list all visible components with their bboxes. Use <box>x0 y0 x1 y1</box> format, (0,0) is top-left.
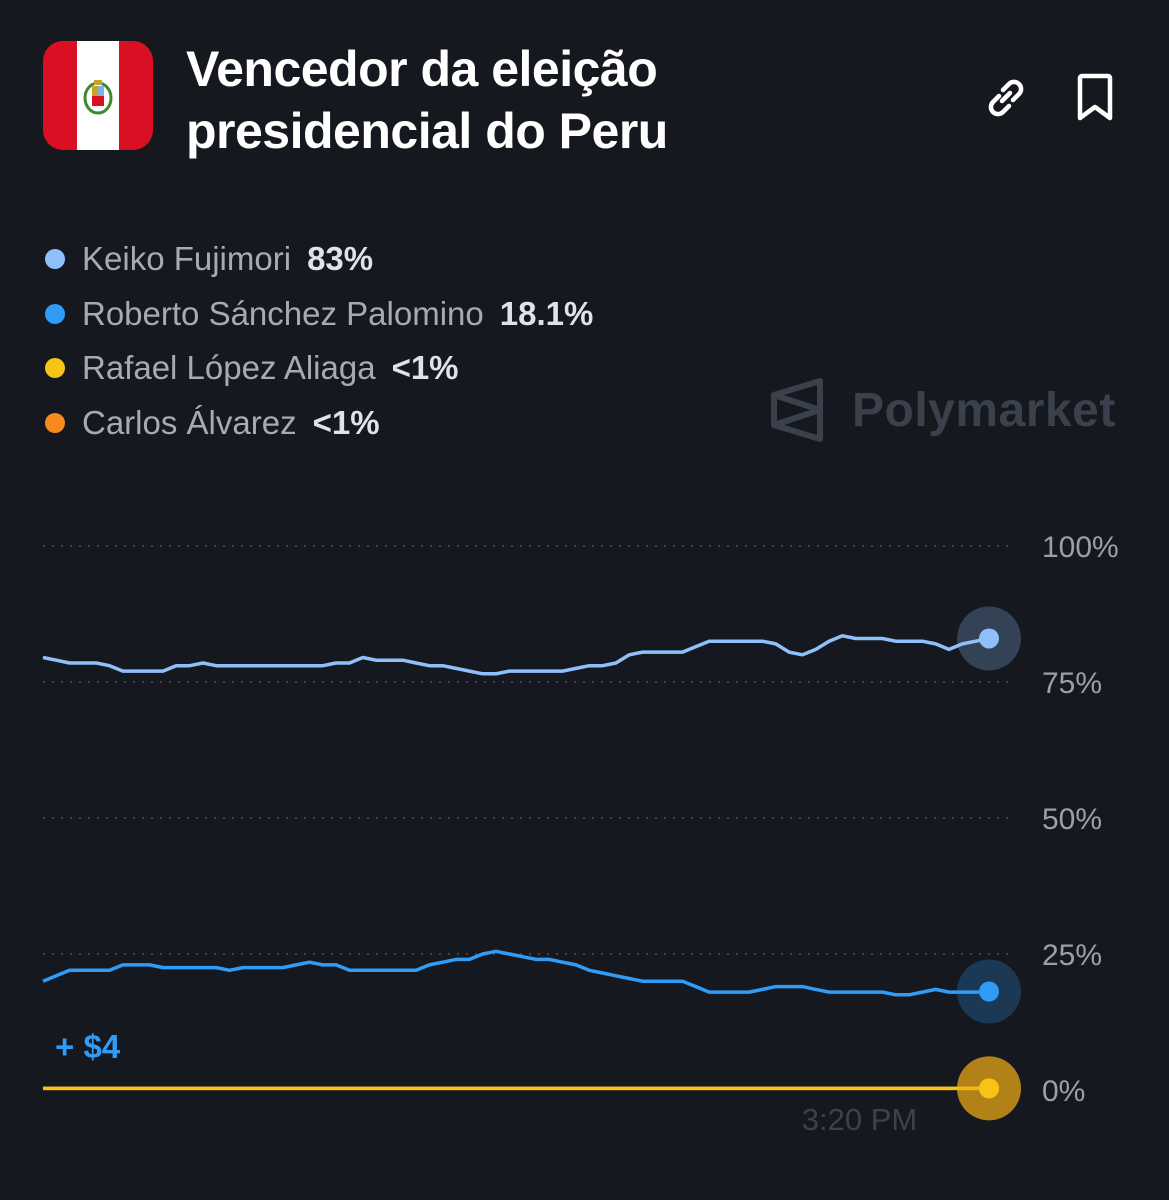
legend-value: <1% <box>391 349 459 387</box>
grid-lines <box>43 545 1015 955</box>
legend-item-fujimori[interactable]: Keiko Fujimori 83% <box>43 232 593 287</box>
legend-name: Keiko Fujimori <box>82 240 292 278</box>
x-axis-time-label: 3:20 PM <box>802 1102 917 1137</box>
legend-value: <1% <box>312 403 380 441</box>
legend-dot <box>45 249 65 270</box>
y-tick-label: 100% <box>1042 531 1119 564</box>
legend-dot <box>45 358 65 379</box>
series-line-1 <box>42 949 990 997</box>
legend-item-lopez-aliaga[interactable]: Rafael López Aliaga <1% <box>43 341 593 396</box>
legend-item-alvarez[interactable]: Carlos Álvarez <1% <box>43 396 593 451</box>
end-marker-dot-1 <box>979 981 999 1002</box>
legend-value: 83% <box>307 240 374 278</box>
page-title: Vencedor da eleição presidencial do Peru <box>186 38 806 162</box>
y-tick-label: 50% <box>1042 803 1102 836</box>
annotation-label: + $4 <box>55 1028 121 1065</box>
y-tick-label: 0% <box>1042 1075 1085 1108</box>
y-axis-ticks: 100% 75% 50% 25% 0% <box>1042 531 1119 1108</box>
end-marker-dot-0 <box>979 628 999 649</box>
y-tick-label: 25% <box>1042 939 1102 972</box>
bookmark-icon <box>1077 73 1113 121</box>
legend-name: Roberto Sánchez Palomino <box>82 294 484 332</box>
polymarket-logo-icon <box>771 378 823 442</box>
polymarket-watermark: Polymarket <box>770 377 1116 443</box>
series-line-0 <box>42 634 990 676</box>
end-marker-dot-2 <box>979 1078 999 1099</box>
legend-item-sanchez[interactable]: Roberto Sánchez Palomino 18.1% <box>43 287 593 342</box>
legend-value: 18.1% <box>499 294 594 332</box>
link-button[interactable] <box>978 70 1034 126</box>
watermark-text: Polymarket <box>852 383 1116 437</box>
legend-name: Carlos Álvarez <box>82 403 297 441</box>
title-line-2: presidencial do Peru <box>186 103 668 159</box>
peru-flag-icon <box>43 41 153 150</box>
legend-name: Rafael López Aliaga <box>82 349 376 387</box>
legend-dot <box>45 303 65 324</box>
end-markers <box>957 606 1021 1121</box>
legend-dot <box>45 412 65 433</box>
series-lines <box>42 634 990 1091</box>
link-icon <box>988 79 1024 117</box>
title-line-1: Vencedor da eleição <box>186 41 658 97</box>
y-tick-label: 75% <box>1042 667 1102 700</box>
coat-of-arms-icon <box>83 79 113 114</box>
chart-legend: Keiko Fujimori 83% Roberto Sánchez Palom… <box>43 232 593 450</box>
bookmark-button[interactable] <box>1068 70 1124 126</box>
